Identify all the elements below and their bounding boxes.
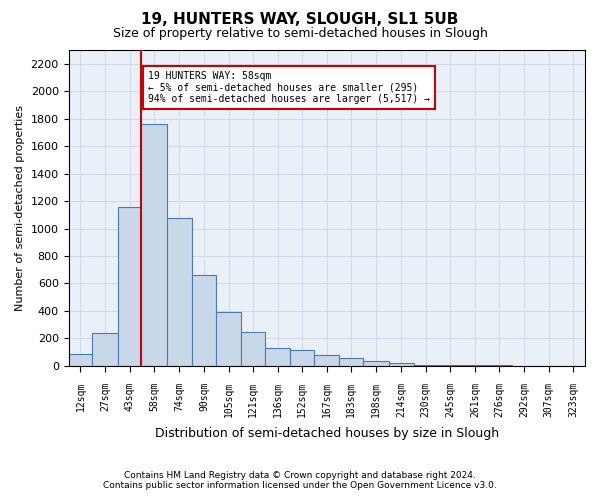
- Bar: [142, 124, 167, 366]
- Text: 121sqm: 121sqm: [248, 382, 258, 417]
- Text: 198sqm: 198sqm: [371, 382, 381, 417]
- Text: Size of property relative to semi-detached houses in Slough: Size of property relative to semi-detach…: [113, 28, 487, 40]
- Bar: [414, 364, 437, 366]
- Bar: [92, 333, 118, 366]
- Text: 136sqm: 136sqm: [272, 382, 283, 417]
- Bar: [241, 332, 265, 366]
- Text: 43sqm: 43sqm: [125, 382, 134, 411]
- Text: 74sqm: 74sqm: [175, 382, 184, 411]
- Bar: [290, 350, 314, 366]
- Text: 167sqm: 167sqm: [322, 382, 332, 417]
- Bar: [340, 358, 363, 366]
- Y-axis label: Number of semi-detached properties: Number of semi-detached properties: [15, 105, 25, 311]
- X-axis label: Distribution of semi-detached houses by size in Slough: Distribution of semi-detached houses by …: [155, 427, 499, 440]
- Text: 27sqm: 27sqm: [100, 382, 110, 411]
- Text: 183sqm: 183sqm: [346, 382, 356, 417]
- Bar: [192, 275, 216, 366]
- Text: 105sqm: 105sqm: [224, 382, 233, 417]
- Text: 307sqm: 307sqm: [544, 382, 554, 417]
- Bar: [118, 206, 142, 366]
- Text: 292sqm: 292sqm: [519, 382, 529, 417]
- Bar: [437, 365, 463, 366]
- Text: 19 HUNTERS WAY: 58sqm
← 5% of semi-detached houses are smaller (295)
94% of semi: 19 HUNTERS WAY: 58sqm ← 5% of semi-detac…: [148, 70, 430, 104]
- Text: 12sqm: 12sqm: [76, 382, 85, 411]
- Text: 152sqm: 152sqm: [297, 382, 307, 417]
- Bar: [68, 354, 92, 366]
- Text: 90sqm: 90sqm: [199, 382, 209, 411]
- Bar: [389, 363, 414, 366]
- Bar: [463, 365, 487, 366]
- Text: 230sqm: 230sqm: [421, 382, 431, 417]
- Bar: [363, 361, 389, 366]
- Text: 261sqm: 261sqm: [470, 382, 480, 417]
- Text: 323sqm: 323sqm: [568, 382, 578, 417]
- Text: 214sqm: 214sqm: [396, 382, 406, 417]
- Text: Contains public sector information licensed under the Open Government Licence v3: Contains public sector information licen…: [103, 481, 497, 490]
- Bar: [265, 348, 290, 366]
- Text: 245sqm: 245sqm: [445, 382, 455, 417]
- Text: 276sqm: 276sqm: [494, 382, 505, 417]
- Text: 58sqm: 58sqm: [149, 382, 159, 411]
- Bar: [216, 312, 241, 366]
- Text: 19, HUNTERS WAY, SLOUGH, SL1 5UB: 19, HUNTERS WAY, SLOUGH, SL1 5UB: [142, 12, 458, 28]
- Text: Contains HM Land Registry data © Crown copyright and database right 2024.: Contains HM Land Registry data © Crown c…: [124, 471, 476, 480]
- Bar: [314, 355, 340, 366]
- Bar: [167, 218, 192, 366]
